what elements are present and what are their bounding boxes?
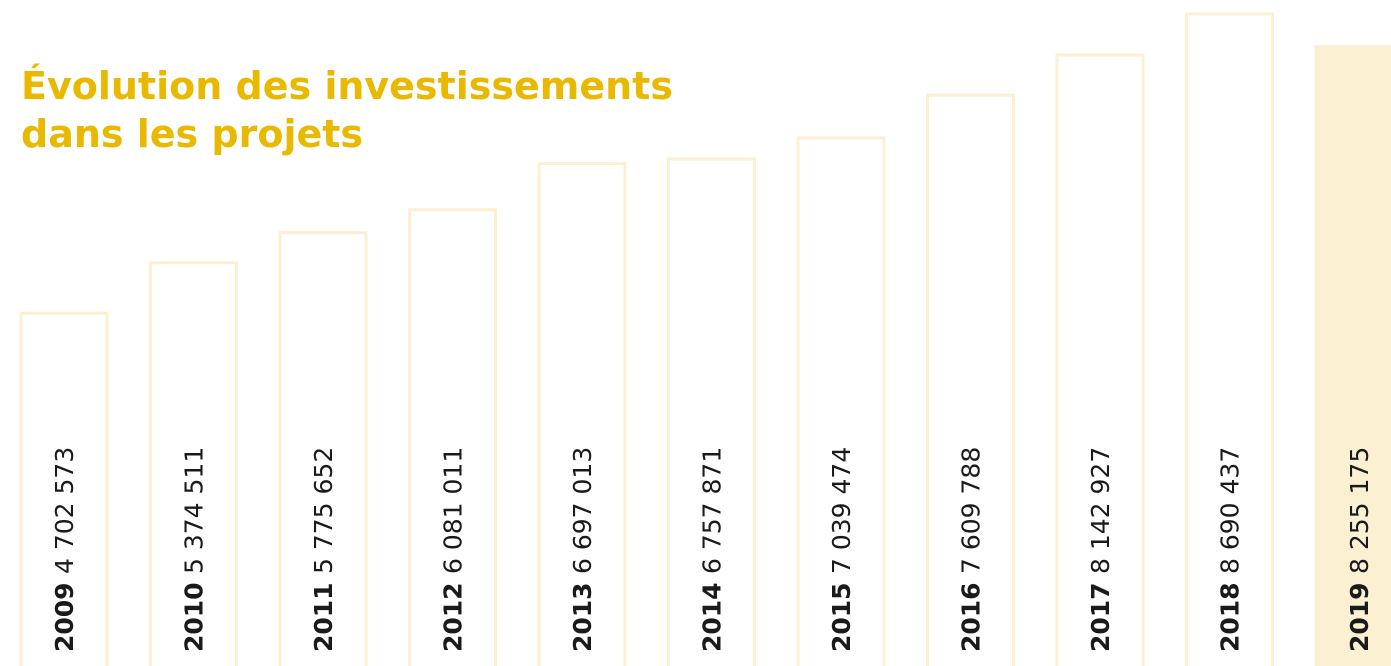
bar: [1185, 12, 1274, 666]
category-label: 2017: [1086, 582, 1115, 652]
category-label: 2015: [827, 582, 856, 652]
bar: [149, 261, 238, 666]
category-label: 2013: [568, 582, 597, 652]
bar: [667, 157, 756, 666]
category-label: 2010: [180, 582, 209, 652]
value-label: 8 255 175: [1345, 447, 1374, 574]
bar: [926, 93, 1015, 666]
value-label: 8 142 927: [1086, 447, 1115, 574]
bar: [408, 208, 497, 666]
bar: [1314, 45, 1391, 666]
value-label: 7 609 788: [957, 447, 986, 574]
value-label: 6 081 011: [439, 447, 468, 574]
category-label: 2014: [698, 582, 727, 652]
value-label: 6 697 013: [568, 447, 597, 574]
category-label: 2012: [439, 582, 468, 652]
bar: [278, 231, 368, 666]
chart-title: Évolution des investissements: [21, 64, 673, 108]
category-label: 2019: [1345, 582, 1374, 652]
value-label: 5 374 511: [180, 447, 209, 574]
value-label: 5 775 652: [309, 447, 338, 574]
value-label: 4 702 573: [50, 447, 79, 574]
category-label: 2016: [957, 582, 986, 652]
bar: [796, 136, 886, 666]
category-label: 2009: [50, 582, 79, 652]
bar: [1055, 53, 1145, 666]
value-label: 8 690 437: [1216, 447, 1245, 574]
category-label: 2018: [1216, 582, 1245, 652]
value-label: 7 039 474: [827, 447, 856, 574]
bar: [19, 311, 109, 666]
chart-title: dans les projets: [21, 112, 363, 156]
category-label: 2011: [309, 582, 338, 652]
value-label: 6 757 871: [698, 447, 727, 574]
bar: [537, 162, 627, 666]
